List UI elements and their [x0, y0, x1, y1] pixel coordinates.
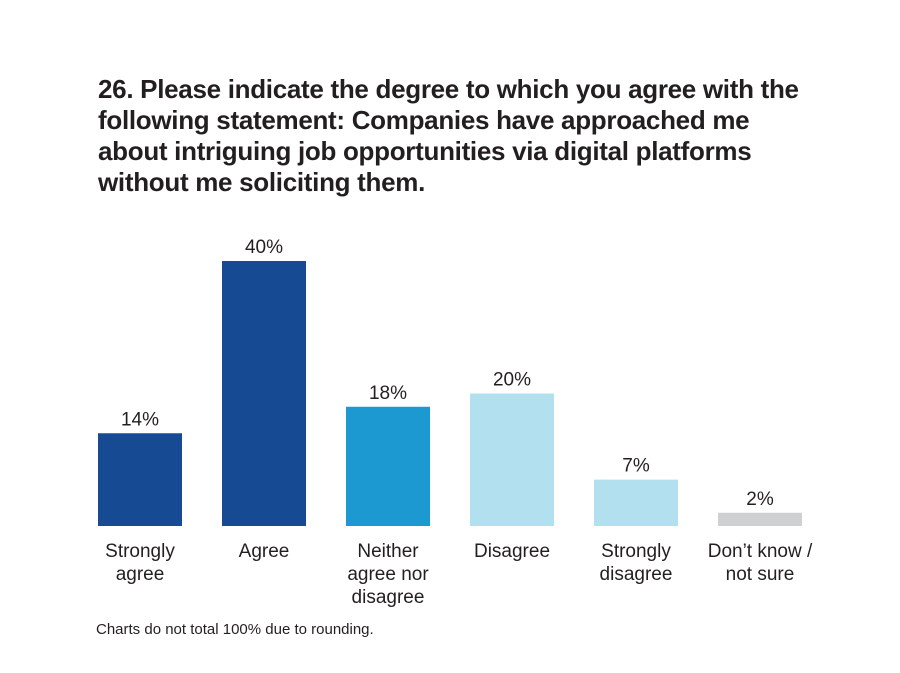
bar-0	[98, 433, 182, 526]
bar-4	[594, 479, 678, 526]
bar-5	[718, 512, 802, 526]
category-label-0: Strongly agree	[105, 541, 175, 585]
bar-value-label-4: 7%	[622, 456, 650, 477]
chart-title: 26. Please indicate the degree to which …	[98, 74, 799, 197]
category-labels-group: Strongly agree Agree Neither agree nor disagr…	[105, 541, 813, 608]
bar-value-label-0: 14%	[121, 409, 159, 430]
category-label-1: Agree	[239, 541, 290, 562]
bar-value-label-1: 40%	[245, 237, 283, 258]
category-label-5: Don’t know / not sure	[708, 541, 813, 585]
category-label-2: Neither agree nor disagree	[347, 541, 429, 608]
bar-value-label-2: 18%	[369, 383, 407, 404]
category-label-3: Disagree	[474, 541, 550, 562]
bar-value-label-3: 20%	[493, 370, 531, 391]
bar-3	[470, 393, 554, 526]
bar-1	[222, 261, 306, 526]
bar-value-label-5: 2%	[746, 489, 774, 510]
footnote: Charts do not total 100% due to rounding…	[96, 621, 374, 638]
value-labels-group: 14% 40% 18% 20% 7% 2%	[121, 237, 774, 510]
category-label-4: Strongly disagree	[600, 541, 673, 585]
bar-2	[346, 406, 430, 526]
bars-group	[98, 261, 802, 526]
